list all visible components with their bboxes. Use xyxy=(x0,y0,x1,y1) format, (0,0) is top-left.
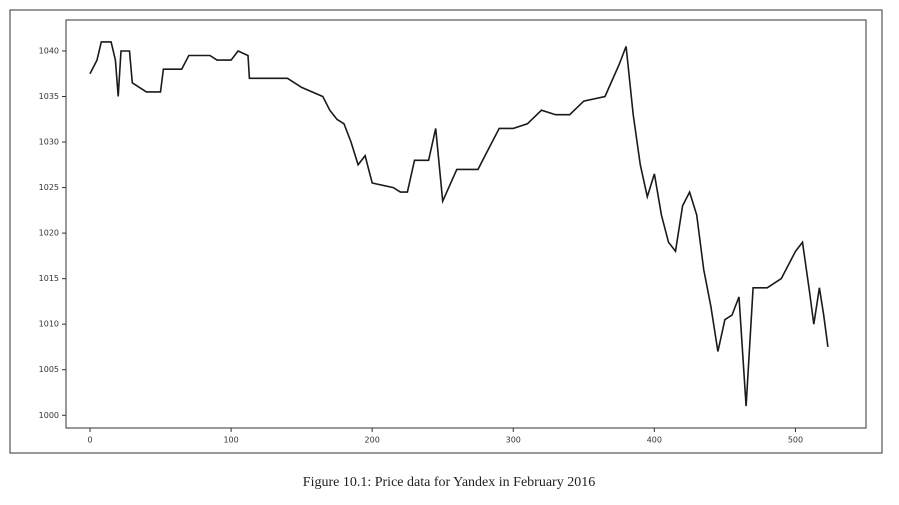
y-tick-label: 1000 xyxy=(39,411,59,420)
price-line xyxy=(89,41,829,407)
y-tick-label: 1030 xyxy=(39,138,59,147)
y-tick-label: 1020 xyxy=(39,229,59,238)
x-tick-label: 500 xyxy=(788,436,803,445)
y-tick-label: 1005 xyxy=(39,365,59,374)
y-tick-label: 1025 xyxy=(39,183,59,192)
x-tick-label: 100 xyxy=(223,436,238,445)
x-tick-label: 0 xyxy=(87,436,92,445)
y-tick-label: 1010 xyxy=(39,320,59,329)
x-tick-label: 200 xyxy=(365,436,380,445)
y-tick-label: 1035 xyxy=(39,92,59,101)
x-tick-label: 300 xyxy=(506,436,521,445)
x-tick-label: 400 xyxy=(647,436,662,445)
caption: Figure 10.1: Price data for Yandex in Fe… xyxy=(303,475,595,490)
y-tick-label: 1040 xyxy=(39,46,59,55)
plot-frame xyxy=(65,19,867,429)
y-tick-label: 1015 xyxy=(39,274,59,283)
figure-frame xyxy=(9,9,883,454)
